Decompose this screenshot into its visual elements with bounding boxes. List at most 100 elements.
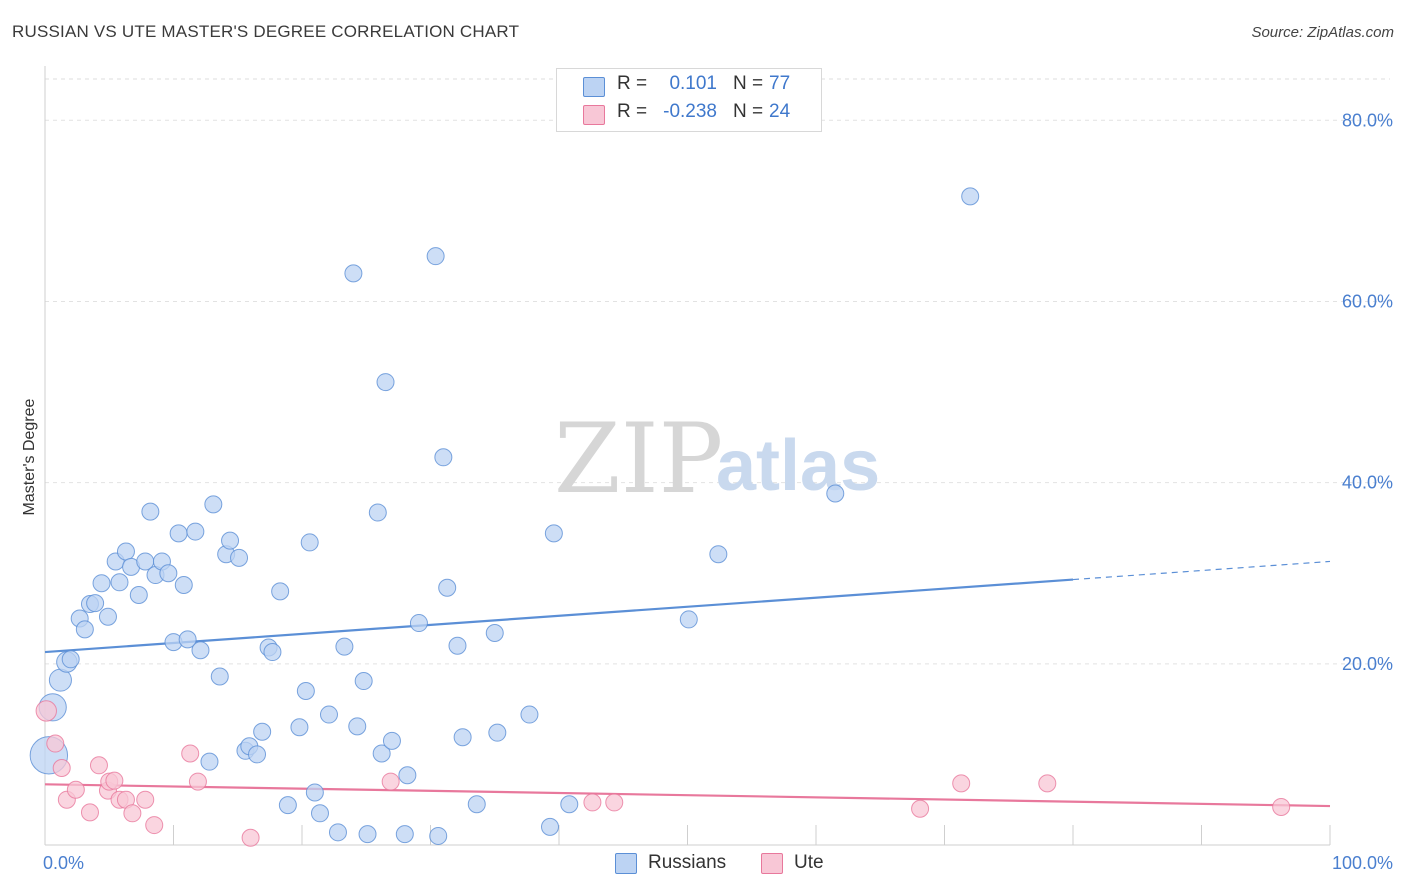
point-russians [348,717,367,736]
point-russians [200,752,219,771]
legend-swatch-ute [761,853,783,874]
point-ute [66,780,85,799]
point-russians [296,682,315,700]
point-ute [241,828,260,847]
point-ute [952,774,971,793]
x-tick-label: 100.0% [1332,853,1393,873]
point-ute [583,793,602,812]
point-ute [911,799,930,818]
point-russians [110,573,129,592]
point-ute [136,790,155,809]
point-ute [89,756,108,775]
point-russians [541,817,560,836]
legend-r-value: -0.238 [663,101,717,122]
point-ute [52,759,71,777]
gridlines [45,78,1390,665]
point-russians [368,503,387,522]
trend-extension-russians [1072,560,1331,581]
point-ute [1038,774,1057,793]
point-ute [105,771,124,790]
data-points [29,187,1291,847]
watermark: ZIP atlas [554,403,880,515]
point-russians [159,564,178,583]
point-ute [181,744,200,763]
point-russians [395,825,414,844]
point-russians [434,448,453,467]
point-russians [310,804,329,823]
point-russians [191,641,210,660]
point-russians [263,643,282,662]
y-tick-labels: 20.0% 40.0% 60.0% 80.0% [1342,110,1393,674]
legend-n-label: N = [733,101,764,122]
legend-swatch-russians [583,77,605,97]
point-russians [290,718,309,737]
source-credit: Source: ZipAtlas.com [1251,24,1394,41]
legend-row-ute: R = -0.238 N = 24 [557,101,821,127]
point-russians [230,548,249,567]
point-russians [426,247,445,266]
point-russians [141,502,160,521]
point-russians [92,574,111,593]
point-ute [1272,797,1291,816]
point-russians [116,542,135,561]
y-tick-label: 20.0% [1342,654,1393,674]
x-tick-labels: 0.0% 100.0% [43,853,1393,873]
x-tick-label: 0.0% [43,853,84,873]
point-ute [381,772,400,791]
legend-r-value: 0.101 [669,73,717,94]
legend-swatch-russians [615,853,637,874]
point-ute [35,700,57,722]
legend-swatch-ute [583,105,605,125]
trend-lines [44,560,1331,808]
point-russians [271,582,290,601]
point-ute [188,772,207,791]
point-russians [438,578,457,597]
legend-label-russians: Russians [648,852,727,873]
correlation-legend: R = 0.101 N = 77 R = -0.238 N = 24 [556,68,822,132]
point-russians [358,825,377,844]
point-russians [679,610,698,629]
point-russians [560,795,579,814]
point-russians [169,524,188,543]
point-ute [605,793,624,812]
legend-row-russians: R = 0.101 N = 77 [557,73,821,99]
point-russians [409,614,428,633]
point-russians [544,524,563,543]
point-russians [429,826,448,845]
y-tick-label: 80.0% [1342,110,1393,130]
point-russians [376,373,395,392]
point-russians [354,672,373,691]
watermark-zip: ZIP [554,403,723,515]
point-russians [488,723,507,742]
legend-r-label: R = [617,73,648,94]
point-russians [961,187,980,206]
point-russians [61,650,80,669]
point-russians [221,531,240,550]
point-russians [174,576,193,595]
point-russians [467,795,486,814]
point-russians [278,796,297,815]
point-russians [86,594,105,613]
point-russians [75,620,94,639]
point-russians [248,745,267,764]
legend-n-value: 24 [769,101,791,122]
point-ute [80,803,99,822]
chart-title: RUSSIAN VS UTE MASTER'S DEGREE CORRELATI… [12,22,520,41]
point-russians [319,705,338,724]
point-russians [210,667,229,686]
point-russians [382,731,401,750]
point-russians [305,783,324,802]
point-russians [448,636,467,655]
point-russians [204,495,223,514]
point-russians [335,637,354,656]
point-russians [186,522,205,541]
point-russians [709,545,728,564]
point-russians [328,823,347,842]
point-ute [46,734,65,753]
point-russians [398,766,417,785]
point-ute [145,816,164,835]
legend-label-ute: Ute [794,852,824,873]
point-russians [372,744,391,763]
point-ute [123,804,142,823]
